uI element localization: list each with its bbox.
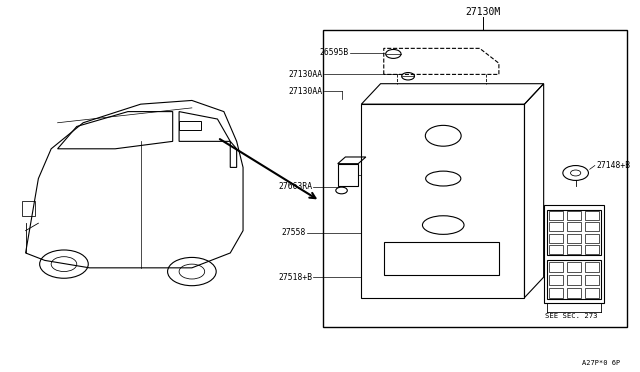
Bar	[338, 164, 358, 186]
Text: 27558: 27558	[282, 228, 306, 237]
Bar	[585, 222, 599, 231]
Bar	[547, 210, 601, 255]
Bar	[548, 222, 563, 231]
Bar	[323, 30, 627, 327]
Bar	[547, 260, 601, 299]
Bar	[543, 205, 604, 303]
Bar	[22, 201, 35, 216]
Text: 27148+B: 27148+B	[596, 161, 630, 170]
Text: 26595B: 26595B	[319, 48, 349, 57]
Text: 27663RA: 27663RA	[278, 182, 312, 191]
Bar	[585, 211, 599, 220]
Text: 27130M: 27130M	[465, 7, 500, 17]
Bar	[585, 288, 599, 298]
Bar	[567, 275, 581, 285]
Bar	[585, 275, 599, 285]
Text: A27P*0 6P: A27P*0 6P	[582, 360, 620, 366]
Bar	[548, 234, 563, 243]
Bar	[567, 234, 581, 243]
Text: SEE SEC. 273: SEE SEC. 273	[545, 313, 597, 319]
Bar	[567, 288, 581, 298]
Text: 27130AA: 27130AA	[289, 70, 323, 79]
Bar	[585, 262, 599, 272]
Bar	[548, 262, 563, 272]
Bar	[548, 288, 563, 298]
Bar	[567, 211, 581, 220]
Bar	[567, 245, 581, 254]
Text: 27130AA: 27130AA	[289, 87, 323, 96]
Bar	[567, 222, 581, 231]
Bar	[585, 234, 599, 243]
Bar	[567, 262, 581, 272]
Bar	[548, 245, 563, 254]
Bar	[585, 245, 599, 254]
Bar	[548, 211, 563, 220]
Bar	[384, 242, 499, 275]
Text: 27518+B: 27518+B	[278, 273, 312, 282]
Bar	[179, 121, 202, 130]
Bar	[548, 275, 563, 285]
